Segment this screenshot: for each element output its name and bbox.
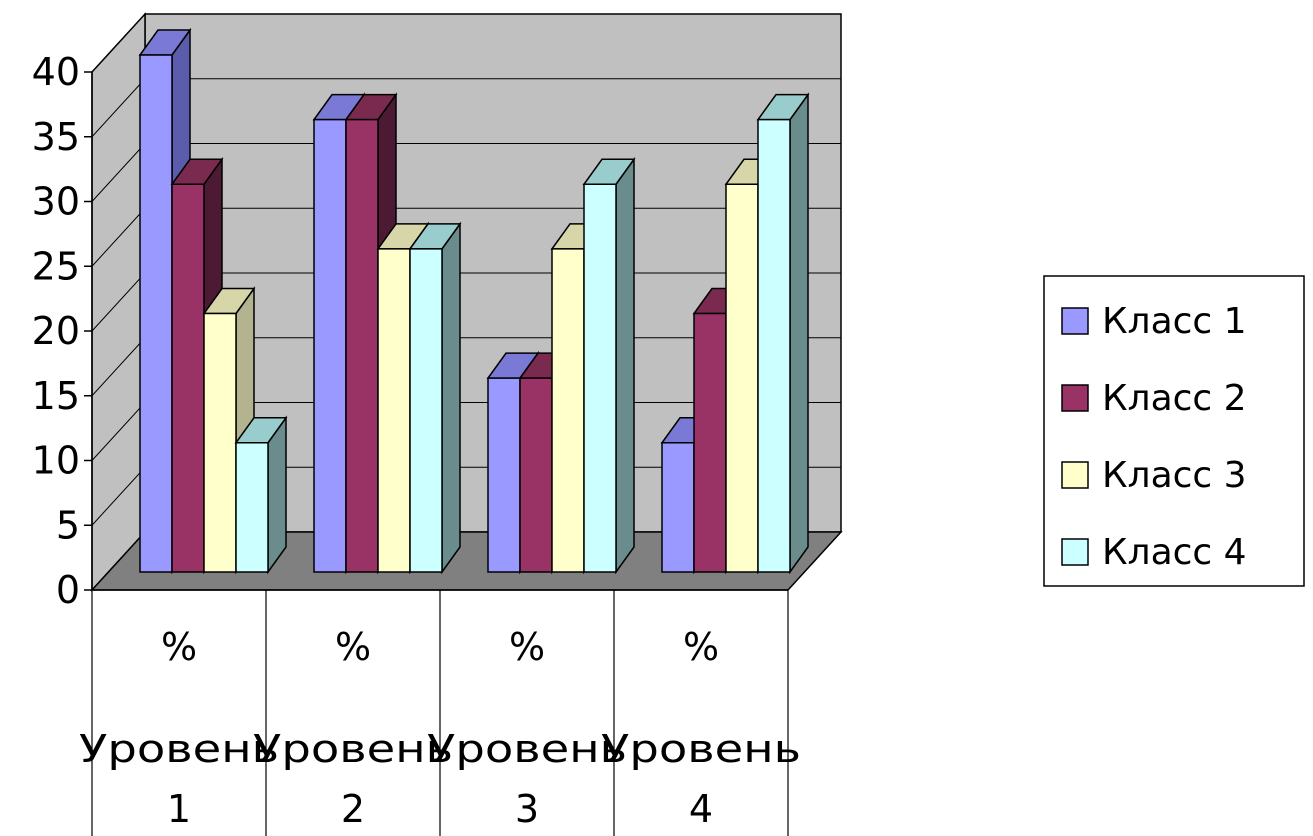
bar-front [487,377,521,573]
y-tick-label-10: 10 [32,439,80,483]
bar-front [345,118,379,573]
bar-side [615,156,635,575]
category-unit-2: % [335,625,371,669]
y-tick-label-0: 0 [56,568,80,612]
y-tick-label-25: 25 [32,244,80,288]
category-unit-4: % [683,625,719,669]
category-unit-3: % [509,625,545,669]
bar-4-4 [756,92,810,575]
bar-1-4 [234,415,288,575]
bar-front [139,54,173,573]
bar-front [203,312,237,573]
bar-front [409,248,443,573]
category-unit-1: % [161,625,197,669]
legend-swatch-3 [1061,461,1089,489]
category-label-line2-4: 4 [689,787,713,831]
bars [138,27,810,575]
bar-front [551,248,585,573]
bar-front [725,183,759,573]
legend-label-1: Класс 1 [1102,301,1247,342]
legend-swatch-2 [1061,384,1089,412]
category-label-line1-2: Уровень [253,727,453,771]
legend-swatch-4 [1061,538,1089,566]
category-label-line1-4: Уровень [601,727,801,771]
y-tick-label-15: 15 [32,374,80,418]
legend-label-4: Класс 4 [1102,532,1247,573]
category-label-line2-1: 1 [167,787,191,831]
y-tick-label-5: 5 [56,503,80,547]
category-label-line2-3: 3 [515,787,539,831]
y-tick-label-30: 30 [32,180,80,224]
y-tick-label-35: 35 [32,115,80,159]
y-axis: 0 5 10 15 20 25 30 35 40 [32,50,93,612]
bar-front [171,183,205,573]
category-label-line2-2: 2 [341,787,365,831]
bar-2-4 [408,221,462,575]
legend-label-2: Класс 2 [1102,378,1247,419]
bar-front [235,442,269,573]
bar-front [519,377,553,573]
y-tick-label-40: 40 [32,50,80,94]
category-label-line1-3: Уровень [427,727,627,771]
category-table: % Уровень 1% Уровень 2% Уровень 3% Уровень 4 [79,589,801,836]
bar-side [441,221,461,575]
legend-swatch-1 [1061,307,1089,335]
bar-front [661,442,695,573]
gridline-40 [91,13,841,73]
bar-front [583,183,617,573]
bar-front [313,118,347,573]
bar-front [757,118,791,573]
legend-label-3: Класс 3 [1102,455,1247,496]
bar-front [377,248,411,573]
bar-side [267,415,287,575]
legend: Класс 1 Класс 2 Класс 3 Класс 4 [1043,275,1305,587]
y-tick-label-20: 20 [32,309,80,353]
category-label-line1-1: Уровень [79,727,279,771]
bar-3-4 [582,156,636,575]
bar-side [789,92,809,575]
bar-front [693,312,727,573]
